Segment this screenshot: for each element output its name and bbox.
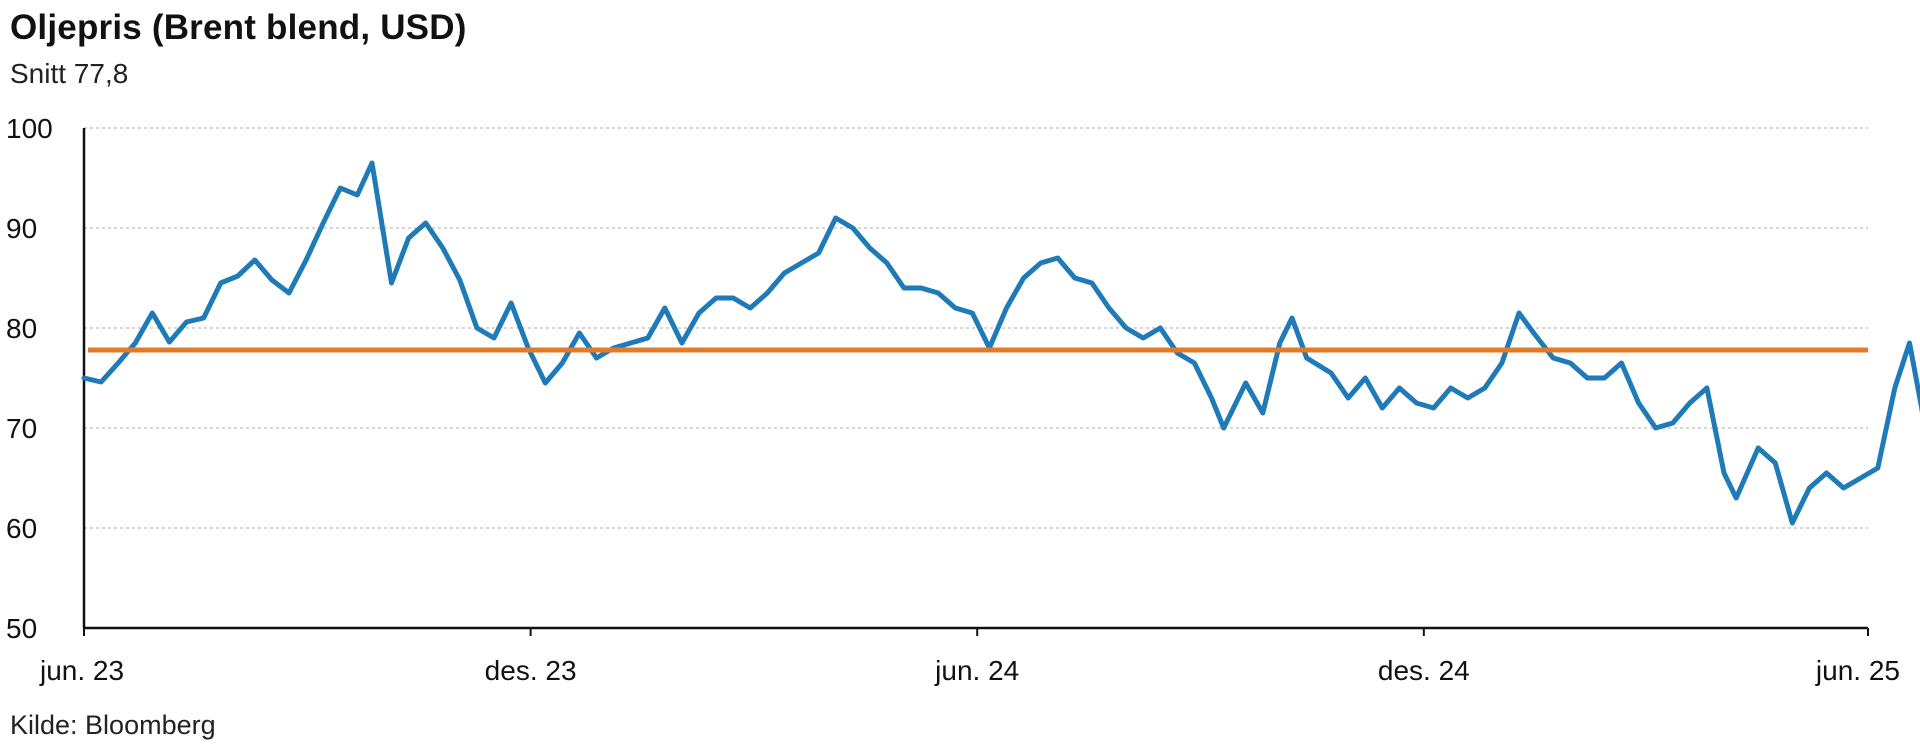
y-tick-label: 60 — [6, 513, 37, 544]
x-tick-label: des. 23 — [485, 655, 577, 686]
chart-title: Oljepris (Brent blend, USD) — [10, 8, 467, 47]
y-tick-label: 90 — [6, 213, 37, 244]
x-tick-label: jun. 25 — [1815, 655, 1900, 686]
series-layer — [81, 160, 1920, 526]
y-tick-label: 100 — [6, 113, 53, 144]
chart-subtitle: Snitt 77,8 — [10, 58, 129, 89]
y-tick-label: 70 — [6, 413, 37, 444]
x-tick-label: jun. 24 — [934, 655, 1019, 686]
gridlines — [84, 127, 1868, 529]
source-note: Kilde: Bloomberg — [10, 710, 216, 740]
y-axis-labels: 50 60 70 80 90 100 — [6, 113, 53, 644]
x-tick-label: des. 24 — [1378, 655, 1470, 686]
x-axis-labels: jun. 23 des. 23 jun. 24 des. 24 jun. 25 — [39, 628, 1900, 686]
line-chart: 50 60 70 80 90 100 jun. 23 des. 23 jun. 24 des. … — [6, 113, 1920, 686]
y-tick-label: 80 — [6, 313, 37, 344]
y-tick-label: 50 — [6, 613, 37, 644]
series-line-oil-price — [81, 160, 1920, 526]
x-tick-label: jun. 23 — [39, 655, 124, 686]
